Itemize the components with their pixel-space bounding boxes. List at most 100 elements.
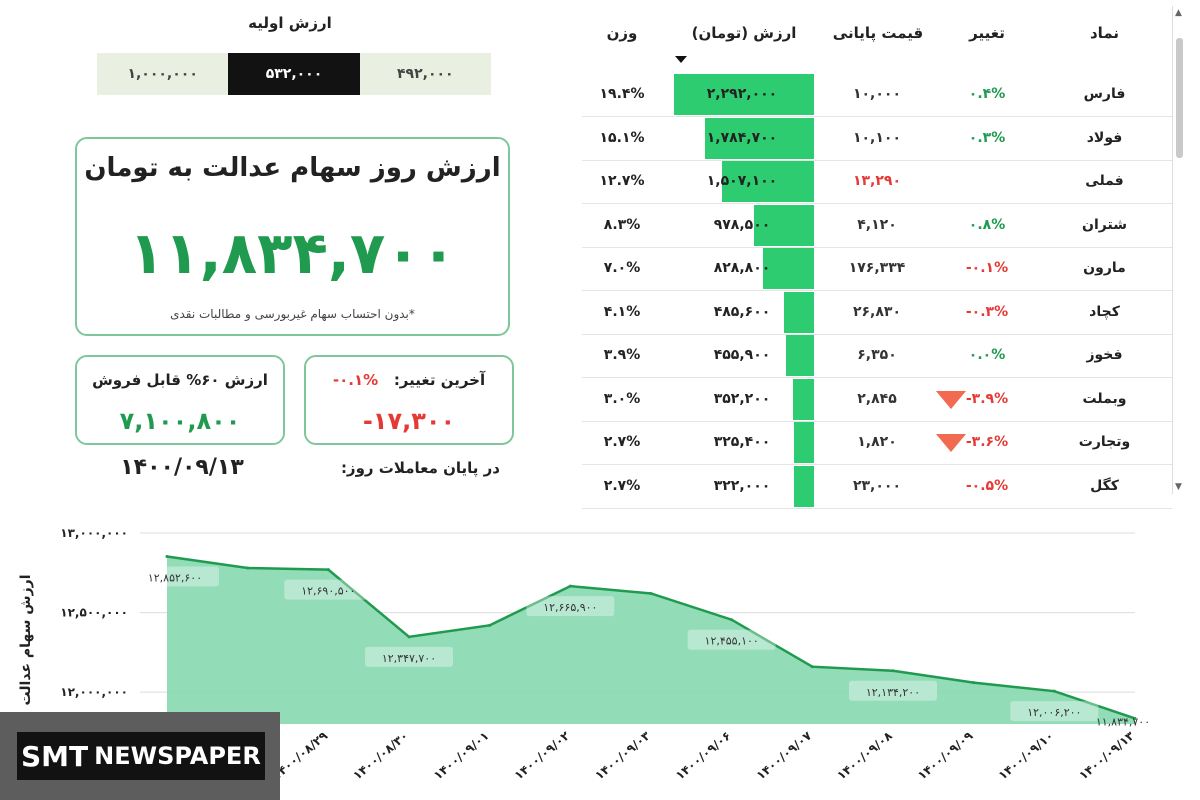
table-row[interactable]: ۹۷۸,۵۰۰ شتران ۰.۸% ۴,۱۲۰ ۸.۳%: [582, 204, 1172, 248]
data-point[interactable]: [891, 669, 895, 673]
change-cell: -۳.۹%: [965, 390, 1009, 407]
weight-cell: ۱۵.۱%: [599, 129, 645, 146]
change-cell: ۰.۴%: [968, 86, 1006, 102]
chart-x-ticks: ۱۴۰۰/۰۸/۲۶۱۴۰۰/۰۸/۲۹۱۴۰۰/۰۸/۳۰۱۴۰۰/۰۹/۰۱…: [189, 728, 1137, 782]
value-bar: [786, 335, 814, 376]
chart-area: [165, 554, 1137, 724]
change-cell: [942, 160, 1032, 203]
header-price[interactable]: قیمت پایانی: [832, 24, 924, 42]
weight-cell: ۱۲.۷%: [599, 173, 645, 189]
price-cell: ۱۰,۱۰۰: [852, 129, 902, 146]
point-label-bg: [365, 646, 453, 667]
value-cell: ۴۸۵,۶۰۰: [713, 303, 771, 320]
logo-brand: SMT: [21, 739, 89, 773]
scroll-up-icon[interactable]: ▲: [1175, 8, 1182, 18]
change-cell: -۰.۳%: [965, 303, 1009, 320]
data-point[interactable]: [326, 568, 330, 572]
x-tick-label: ۱۴۰۰/۰۹/۰۸: [834, 728, 895, 782]
table-row[interactable]: ۱,۵۰۷,۱۰۰ فملی ۱۳,۲۹۰ ۱۲.۷%: [582, 160, 1172, 204]
data-point[interactable]: [407, 635, 411, 639]
chart-y-ticks: ۱۲,۰۰۰,۰۰۰ ۱۲,۵۰۰,۰۰۰ ۱۳,۰۰۰,۰۰۰: [60, 526, 128, 699]
header-symbol[interactable]: نماد: [1089, 24, 1120, 42]
x-tick-label: ۱۴۰۰/۰۹/۰۱: [431, 729, 492, 783]
header-change[interactable]: تغییر: [969, 24, 1005, 42]
table-row[interactable]: ۴۸۵,۶۰۰ کچاد -۰.۳% ۲۶,۸۳۰ ۴.۱%: [582, 291, 1172, 335]
data-point[interactable]: [165, 554, 169, 558]
newspaper-watermark: SMT NEWSPAPER: [0, 712, 280, 800]
weight-cell: ۱۹.۴%: [599, 86, 645, 102]
point-label-bg: [687, 629, 776, 650]
data-point[interactable]: [972, 681, 976, 685]
table-scrollbar[interactable]: ▲ ▼: [1172, 6, 1185, 494]
weight-cell: ۲.۷%: [603, 477, 641, 494]
sort-desc-icon[interactable]: [675, 56, 687, 63]
weight-cell: ۷.۰%: [603, 260, 641, 276]
initial-option-532000[interactable]: ۵۳۲,۰۰۰: [228, 53, 360, 95]
sellable-value-number: ۷,۱۰۰,۸۰۰: [119, 407, 241, 435]
price-cell: ۱,۸۲۰: [857, 434, 897, 450]
change-cell: -۰.۱%: [965, 260, 1009, 276]
last-change-value: -۱۷,۳۰۰: [362, 407, 456, 435]
symbol-cell: فملی: [1085, 173, 1124, 189]
point-label-bg: [284, 579, 373, 600]
last-change-label-row: آخرین تغییر: -۰.۱%: [306, 371, 512, 389]
value-cell: ۲,۲۹۲,۰۰۰: [706, 86, 778, 102]
logo-name: NEWSPAPER: [94, 742, 261, 770]
daily-value-title: ارزش روز سهام عدالت به تومان: [84, 153, 501, 183]
point-label-text: ۱۲,۴۵۵,۱۰۰: [705, 635, 759, 648]
point-label-text: ۱۲,۶۶۵,۹۰۰: [543, 601, 597, 614]
header-weight[interactable]: وزن: [606, 24, 638, 42]
symbol-cell: فارس: [1083, 86, 1126, 102]
data-point[interactable]: [1052, 689, 1056, 693]
daily-value-card: ارزش روز سهام عدالت به تومان ۱۱,۸۳۴,۷۰۰ …: [75, 137, 510, 336]
initial-option-492000[interactable]: ۴۹۲,۰۰۰: [359, 53, 491, 95]
point-label: ۱۲,۰۰۶,۲۰۰: [1010, 701, 1099, 722]
chart-point-labels: ۱۲,۸۵۲,۶۰۰ ۱۲,۶۹۰,۵۰۰ ۱۲,۳۴۷,۷۰۰ ۱۲,۶۶۵,۹۰۰…: [131, 566, 1150, 728]
sellable-value-card: ارزش ۶۰% قابل فروش ۷,۱۰۰,۸۰۰: [75, 355, 285, 445]
initial-value-tabs: ۱,۰۰۰,۰۰۰ ۵۳۲,۰۰۰ ۴۹۲,۰۰۰: [97, 53, 491, 95]
scroll-thumb[interactable]: [1176, 38, 1183, 158]
value-bar: [792, 378, 814, 420]
table-row[interactable]: ۳۲۵,۴۰۰ وتجارت -۳.۶% ۱,۸۲۰ ۲.۷%: [582, 421, 1172, 465]
daily-value-number: ۱۱,۸۳۴,۷۰۰: [128, 219, 457, 287]
data-point[interactable]: [488, 623, 492, 627]
last-change-percent: -۰.۱%: [332, 371, 379, 389]
table-row[interactable]: ۳۲۲,۰۰۰ کگل -۰.۵% ۲۳,۰۰۰ ۲.۷%: [582, 465, 1172, 509]
scroll-down-icon[interactable]: ▼: [1175, 482, 1182, 492]
table-row[interactable]: ۲,۲۹۲,۰۰۰ فارس ۰.۴% ۱۰,۰۰۰ ۱۹.۴%: [582, 73, 1172, 117]
point-label-bg: [526, 596, 615, 617]
initial-value-title: ارزش اولیه: [248, 14, 332, 32]
point-label: ۱۲,۴۵۵,۱۰۰: [687, 629, 776, 650]
price-cell: ۶,۳۵۰: [857, 347, 897, 363]
data-point[interactable]: [649, 591, 653, 595]
table-row[interactable]: ۳۵۲,۲۰۰ وبملت -۳.۹% ۲,۸۴۵ ۳.۰%: [582, 378, 1172, 422]
data-point[interactable]: [730, 618, 734, 622]
point-label-text: ۱۲,۱۳۴,۲۰۰: [866, 686, 920, 699]
table-row[interactable]: ۴۵۵,۹۰۰ فخوز ۰.۰% ۶,۳۵۰ ۳.۹%: [582, 334, 1172, 378]
trading-date: ۱۴۰۰/۰۹/۱۳: [120, 455, 244, 480]
value-cell: ۱,۵۰۷,۱۰۰: [706, 173, 778, 189]
value-history-chart: ۱۲,۸۵۲,۶۰۰ ۱۲,۶۹۰,۵۰۰ ۱۲,۳۴۷,۷۰۰ ۱۲,۶۶۵,۹۰۰…: [18, 526, 1150, 783]
x-tick-label: ۱۴۰۰/۰۹/۱۰: [996, 729, 1057, 783]
down-triangle-icon: [936, 390, 966, 409]
last-change-card: آخرین تغییر: -۰.۱% -۱۷,۳۰۰: [304, 355, 514, 445]
data-point[interactable]: [1133, 716, 1137, 720]
weight-cell: ۳.۹%: [603, 347, 641, 363]
trading-date-label: در پایان معاملات روز:: [340, 459, 500, 477]
weight-cell: ۲.۷%: [603, 434, 641, 450]
down-triangle-icon: [936, 434, 966, 452]
x-tick-label: ۱۴۰۰/۰۹/۱۳: [1076, 728, 1137, 782]
table-row[interactable]: ۸۲۸,۸۰۰ مارون -۰.۱% ۱۷۶,۳۳۴ ۷.۰%: [582, 247, 1172, 291]
change-cell: ۰.۸%: [968, 216, 1006, 233]
holdings-table: نماد تغییر قیمت پایانی ارزش (تومان) وزن …: [582, 0, 1172, 509]
x-tick-label: ۱۴۰۰/۰۹/۰۷: [754, 728, 815, 782]
data-point[interactable]: [810, 665, 814, 669]
initial-option-1000000[interactable]: ۱,۰۰۰,۰۰۰: [97, 53, 229, 95]
table-row[interactable]: ۱,۷۸۴,۷۰۰ فولاد ۰.۳% ۱۰,۱۰۰ ۱۵.۱%: [582, 117, 1172, 161]
value-bar: [794, 422, 814, 463]
newspaper-logo: SMT NEWSPAPER: [17, 732, 265, 780]
price-cell: ۴,۱۲۰: [857, 216, 897, 233]
header-value[interactable]: ارزش (تومان): [691, 24, 797, 42]
data-point[interactable]: [246, 566, 250, 570]
data-point[interactable]: [568, 584, 572, 588]
